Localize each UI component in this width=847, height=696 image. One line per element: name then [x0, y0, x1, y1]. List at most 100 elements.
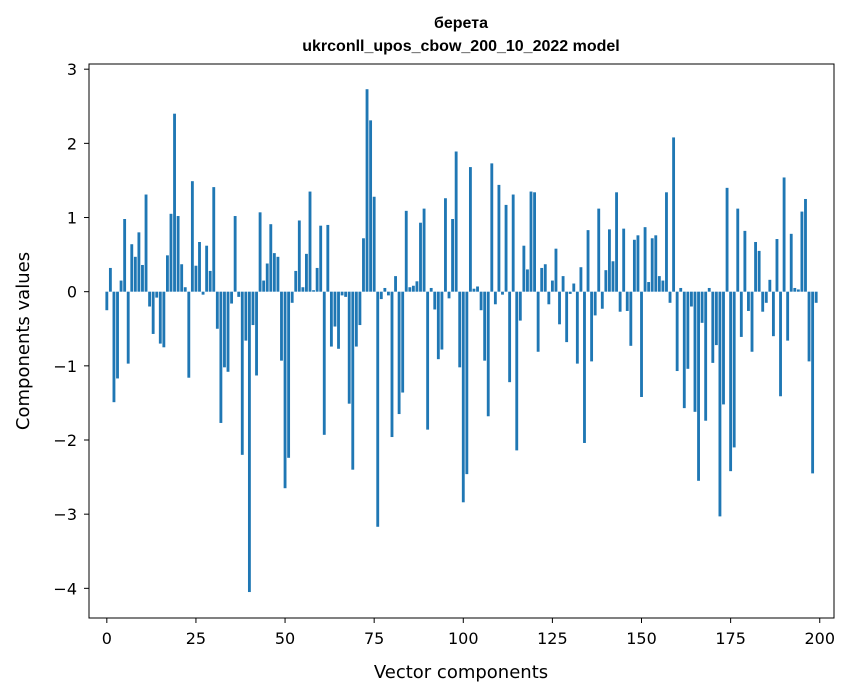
x-tick-label: 200 [804, 629, 835, 648]
bar [465, 291, 469, 475]
bar [390, 291, 394, 438]
bar [811, 291, 815, 474]
bar [754, 241, 757, 292]
bar [608, 229, 611, 292]
bar [622, 228, 626, 292]
bar [804, 198, 807, 292]
bar [490, 163, 494, 292]
bar [782, 177, 786, 292]
y-tick-label: 2 [67, 134, 77, 153]
bar [183, 287, 187, 292]
bar [258, 212, 262, 292]
bar [604, 270, 608, 292]
bar [301, 287, 305, 292]
bar [215, 291, 219, 329]
bar [468, 167, 472, 292]
chart-title-line-2: ukrconll_upos_cbow_200_10_2022 model [302, 38, 619, 55]
bar [686, 291, 690, 369]
bar [732, 291, 736, 448]
bar [105, 291, 109, 311]
bar [600, 291, 604, 309]
bar [461, 291, 465, 503]
bar [625, 291, 629, 311]
bar [650, 238, 654, 292]
bar [383, 287, 387, 292]
bar [779, 291, 782, 397]
bar [312, 290, 315, 292]
bar [543, 264, 547, 292]
x-tick-label: 100 [448, 629, 479, 648]
bar [226, 291, 230, 372]
bar [397, 291, 401, 415]
bar [586, 230, 590, 292]
bar [454, 151, 458, 292]
bar [347, 291, 351, 404]
bar [433, 291, 437, 310]
bar [436, 291, 440, 360]
bar [579, 267, 583, 292]
bar [297, 220, 301, 292]
bar [689, 291, 693, 307]
bar [176, 216, 180, 292]
bar [401, 291, 405, 393]
x-axis-ticks: 0 25 50 75 100 125 150 175 200 [102, 618, 835, 648]
bar [761, 291, 765, 312]
bar [597, 208, 601, 292]
y-tick-label: −2 [53, 431, 77, 450]
bar [447, 291, 451, 299]
bar [807, 291, 811, 362]
bar [126, 291, 130, 364]
bar [757, 250, 761, 292]
bar [747, 291, 750, 311]
bar [404, 210, 408, 292]
bar [255, 291, 258, 376]
bar [158, 291, 162, 344]
bar [533, 192, 536, 292]
bar [536, 291, 540, 352]
bar [244, 291, 248, 341]
bar [629, 291, 633, 346]
bar [561, 276, 565, 292]
bar [276, 256, 280, 292]
bar [458, 291, 462, 368]
bar [611, 261, 615, 292]
bar [486, 291, 490, 417]
bar [722, 291, 725, 405]
bars-group [105, 89, 818, 593]
y-axis-label: Components values [13, 252, 34, 430]
bar [647, 282, 651, 292]
bar [711, 291, 715, 363]
plot-frame [88, 63, 835, 619]
bar [262, 280, 266, 292]
bar [387, 291, 390, 296]
bar [504, 204, 508, 292]
bar [550, 280, 554, 292]
y-tick-label: −4 [53, 579, 77, 598]
bar [718, 291, 722, 517]
bar [714, 291, 718, 346]
bar [675, 291, 679, 372]
bar [151, 291, 155, 334]
bar [247, 291, 251, 593]
bar [155, 291, 159, 298]
bar [515, 291, 519, 451]
bar [365, 89, 369, 292]
bar [283, 291, 287, 489]
x-tick-label: 50 [275, 629, 295, 648]
bar [632, 239, 636, 292]
bar [173, 113, 176, 292]
y-tick-label: 1 [67, 209, 77, 228]
bar [315, 267, 319, 292]
bar [682, 291, 686, 409]
bar [583, 291, 586, 443]
bar [411, 285, 415, 292]
bar [337, 291, 340, 349]
bar [394, 276, 397, 292]
bar [739, 291, 743, 337]
bar [665, 192, 668, 292]
bar [148, 291, 152, 307]
bar [287, 291, 291, 458]
bar [322, 291, 326, 435]
bar [493, 291, 497, 305]
bar [725, 187, 729, 292]
